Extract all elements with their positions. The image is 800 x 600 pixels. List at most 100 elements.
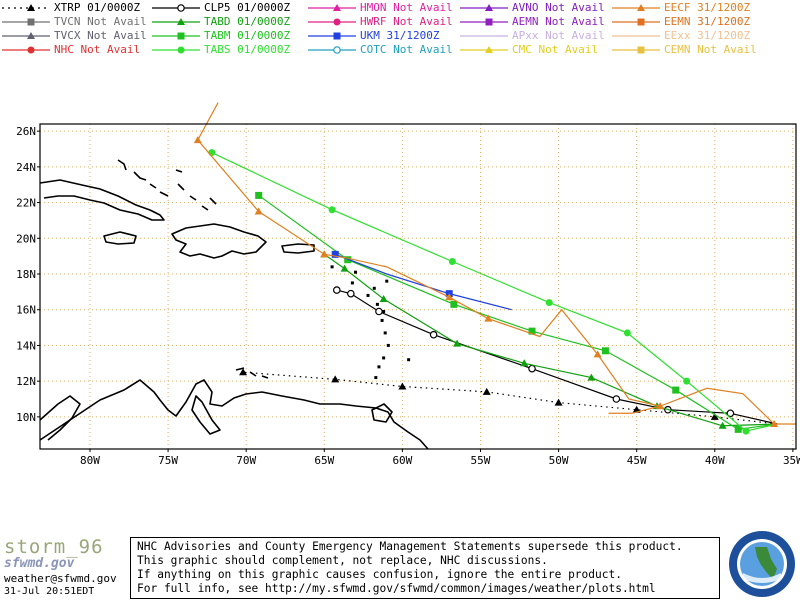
- track-point-xtrp: [554, 398, 563, 406]
- track-point-eecf: [320, 250, 329, 258]
- coast-puerto-rico: [281, 243, 315, 254]
- track-point-xtrp: [331, 375, 340, 383]
- track-point-tabd: [520, 359, 529, 367]
- lon-label: 65W: [314, 454, 334, 467]
- legend-label: EEMN 31/1200Z: [664, 15, 751, 28]
- island: [407, 358, 411, 362]
- legend-marker-icon: [177, 4, 185, 12]
- track-line: [608, 405, 661, 414]
- track-point-tabm: [255, 191, 263, 199]
- legend-label: TABM 01/0000Z: [204, 29, 291, 42]
- lat-label: 20N: [16, 232, 36, 245]
- track-point-tabm: [450, 300, 458, 308]
- track-map: 26N 24N 22N 20N 18N 16N 14N 12N 10N 80W 75W 70W 65W 6…: [16, 102, 800, 467]
- legend-swatch-icon: [2, 32, 50, 39]
- legend-swatch-icon: [152, 32, 200, 40]
- island: [382, 310, 386, 313]
- island: [354, 270, 358, 274]
- track-point-tabs: [545, 299, 553, 307]
- track-point-tabm: [734, 425, 742, 433]
- lon-label: 40W: [705, 454, 725, 467]
- island: [382, 356, 386, 360]
- legend-label: EExx 31/1200Z: [664, 29, 751, 42]
- legend-swatch-icon: [612, 4, 660, 11]
- lon-label: 45W: [627, 454, 647, 467]
- ocean-background: [40, 124, 796, 449]
- track-line: [258, 194, 778, 430]
- legend-swatch-icon: [308, 4, 356, 11]
- legend-marker-icon: [637, 4, 645, 11]
- legend-label: AVNO Not Avail: [512, 1, 605, 14]
- legend-marker-icon: [485, 18, 493, 26]
- track-point-clp5: [528, 364, 536, 373]
- track-point-tabd: [340, 264, 349, 272]
- island: [372, 286, 376, 290]
- legend-label: TABS 01/0000Z: [204, 43, 291, 56]
- legend-label: TVCN Not Avail: [54, 15, 147, 28]
- track-point-tabs: [208, 149, 216, 157]
- legend-swatch-icon: [308, 32, 356, 40]
- logo-storm96: storm_96: [4, 536, 104, 558]
- track-point-ukm: [331, 250, 339, 258]
- track-point-tabm: [601, 347, 609, 355]
- disclaimer-url-line[interactable]: For full info, see http://my.sfwmd.gov/s…: [137, 582, 656, 595]
- coast-hispaniola: [171, 223, 267, 259]
- disclaimer-line: If anything on this graphic causes confu…: [137, 568, 622, 581]
- track-point-clp5: [332, 286, 341, 294]
- lat-label: 24N: [16, 161, 36, 174]
- legend-swatch-icon: [152, 4, 200, 12]
- map-frame: [39, 123, 797, 450]
- legend-marker-icon: [333, 4, 341, 11]
- track-point-xtrp: [710, 412, 719, 420]
- track-point-tabd: [379, 295, 388, 302]
- legend-marker-icon: [177, 18, 185, 25]
- contact-email[interactable]: weather@sfwmd.gov: [4, 572, 117, 585]
- coast-trinidad: [371, 403, 393, 423]
- disclaimer-line: NHC Advisories and County Emergency Mana…: [137, 540, 683, 553]
- legend-marker-icon: [637, 46, 645, 54]
- legend-swatch-icon: [308, 18, 356, 26]
- storm-logo-block: storm_96 sfwmd.gov weather@sfwmd.gov 31-…: [4, 536, 130, 600]
- track-point-tabs: [623, 329, 631, 337]
- legend-marker-icon: [27, 18, 35, 26]
- track-point-tabs: [448, 258, 456, 265]
- island: [375, 302, 379, 306]
- coast-jamaica: [103, 231, 137, 245]
- disclaimer-box: NHC Advisories and County Emergency Mana…: [130, 537, 720, 599]
- legend-marker-icon: [485, 4, 493, 11]
- legend-marker-icon: [485, 46, 493, 53]
- track-point-tabs: [328, 206, 336, 214]
- legend-marker-icon: [333, 32, 341, 40]
- track-point-eecf: [770, 420, 779, 427]
- island: [383, 331, 387, 335]
- legend-swatch-icon: [460, 46, 508, 53]
- legend-marker-icon: [333, 46, 341, 54]
- lon-label: 75W: [158, 454, 178, 467]
- lon-label: 80W: [80, 454, 100, 467]
- legend-swatch-icon: [460, 4, 508, 11]
- track-point-eecf: [656, 402, 665, 410]
- legend-label: UKM 31/1200Z: [360, 29, 440, 42]
- lat-label: 14N: [16, 339, 36, 352]
- lat-label: 18N: [16, 268, 36, 281]
- generated-timestamp: 31-Jul 20:51EDT: [4, 586, 95, 597]
- legend-label: CLP5 01/0000Z: [204, 1, 291, 14]
- legend-swatch-icon: [308, 46, 356, 54]
- legend-label: HMON Not Avail: [360, 1, 453, 14]
- island: [380, 318, 384, 322]
- track-line: [335, 253, 512, 311]
- track-point-clp5: [347, 289, 355, 298]
- island: [330, 265, 334, 269]
- track-point-eecf: [484, 314, 493, 322]
- legend-swatch-icon: [152, 46, 200, 54]
- lat-label: 10N: [16, 411, 36, 424]
- map-axes: 26N 24N 22N 20N 18N 16N 14N 12N 10N 80W 75W 70W 65W 6…: [16, 125, 800, 467]
- lat-label: 12N: [16, 375, 36, 388]
- track-point-clp5: [612, 395, 621, 403]
- track-point-eecf: [254, 207, 263, 215]
- track-line: [197, 102, 796, 425]
- legend-swatch-icon: [612, 18, 660, 26]
- island: [385, 279, 389, 283]
- legend-label: EECF 31/1200Z: [664, 1, 751, 14]
- track-point-tabd: [587, 373, 596, 381]
